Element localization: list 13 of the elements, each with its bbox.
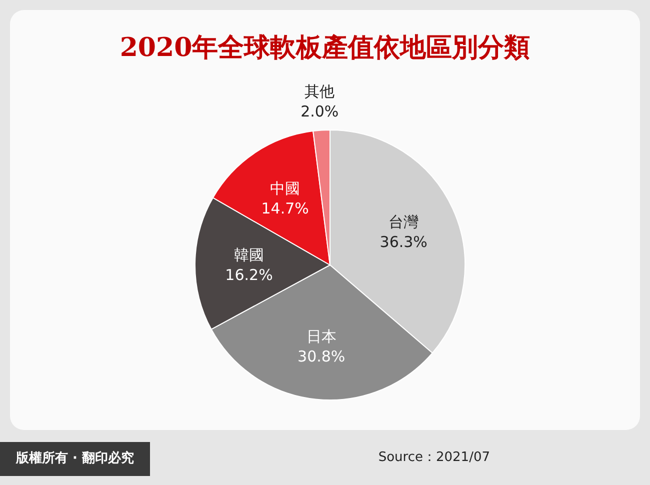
data-label: 2.0% xyxy=(300,102,339,120)
slice-label: 其他 xyxy=(304,82,335,100)
slice-label: 中國 xyxy=(270,180,300,198)
data-label: 14.7% xyxy=(261,200,309,218)
slice-label: 日本 xyxy=(306,328,336,346)
data-label: 36.3% xyxy=(380,233,428,252)
source-note: Source：2021/07 xyxy=(377,449,490,466)
data-label: 30.8% xyxy=(298,348,346,366)
data-label: 16.2% xyxy=(225,266,273,284)
chart-title: 2020年全球軟板產值依地區別分類 xyxy=(118,32,532,65)
slice-label: 韓國 xyxy=(234,246,264,264)
slice-label: 台灣 xyxy=(388,213,419,232)
text: 版權所有 · 翻印必究 xyxy=(0,442,150,476)
